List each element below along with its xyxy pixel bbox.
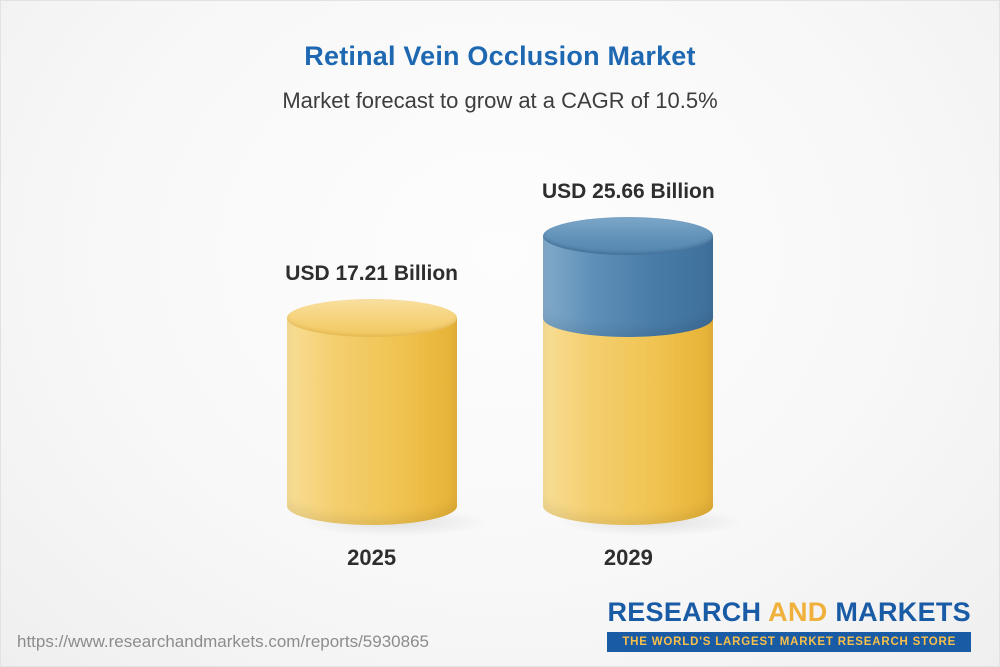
chart-title: Retinal Vein Occlusion Market [304, 41, 696, 71]
cylinder-bar-chart: USD 17.21 Billion 2025 USD 25.66 Billion [1, 151, 999, 571]
bar-2025-base-segment [286, 299, 457, 525]
chart-header: Retinal Vein Occlusion Market Market for… [1, 1, 999, 114]
logo-word-research: RESEARCH [607, 597, 762, 627]
bar-2029-value-label: USD 25.66 Billion [542, 180, 715, 204]
chart-subtitle: Market forecast to grow at a CAGR of 10.… [282, 88, 718, 113]
bar-2029-base-body [543, 318, 714, 525]
bar-2025-year-label: 2025 [347, 545, 397, 570]
report-source-url[interactable]: https://www.researchandmarkets.com/repor… [17, 632, 429, 651]
bar-2029-cylinder [543, 217, 748, 537]
bar-2029-year-label: 2029 [603, 545, 653, 570]
research-and-markets-logo: RESEARCH AND MARKETS THE WORLD'S LARGEST… [607, 597, 983, 652]
chart-footer: https://www.researchandmarkets.com/repor… [1, 597, 999, 666]
bar-2025-cylinder [286, 299, 491, 537]
bar-2029-top-ellipse [543, 217, 714, 256]
logo-tagline: THE WORLD'S LARGEST MARKET RESEARCH STOR… [607, 632, 971, 652]
bar-group-2029: USD 25.66 Billion 2029 [542, 180, 748, 571]
bar-2025-top-ellipse [286, 299, 457, 338]
bar-2025-value-label: USD 17.21 Billion [285, 262, 458, 286]
bar-2029-growth-segment [543, 217, 714, 338]
logo-word-markets: MARKETS [835, 597, 971, 627]
bar-2025-body [286, 318, 457, 525]
logo-word-and: AND [768, 597, 828, 627]
logo-wordmark: RESEARCH AND MARKETS [607, 597, 971, 628]
bar-2029-base-segment [543, 318, 714, 525]
bar-group-2025: USD 17.21 Billion 2025 [285, 262, 491, 571]
